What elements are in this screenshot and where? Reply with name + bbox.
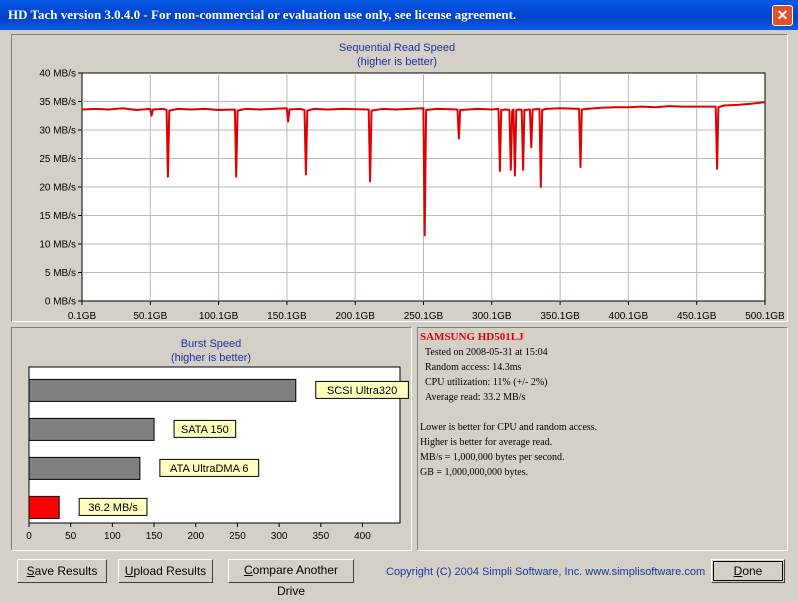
seq-x-tick-label: 200.1GB — [335, 311, 375, 322]
seq-read-series-line — [81, 101, 766, 237]
seq-x-tick-label: 50.1GB — [133, 311, 167, 322]
save-mnemonic: S — [26, 563, 35, 578]
compare-label: ompare Another Drive — [252, 563, 339, 598]
done-mnemonic: D — [733, 563, 743, 578]
sequential-read-chart: Sequential Read Speed (higher is better) 0… — [39, 42, 785, 322]
average-read: Average read: 33.2 MB/s — [425, 392, 526, 403]
seq-y-tick-label: 0 MB/s — [45, 297, 76, 308]
sequential-read-panel — [11, 34, 788, 322]
seq-y-tick-label: 20 MB/s — [39, 183, 76, 194]
results-panel — [417, 327, 788, 551]
close-button[interactable]: ✕ — [772, 5, 793, 26]
window-title: HD Tach version 3.0.4.0 - For non-commer… — [8, 7, 517, 22]
note-higher: Higher is better for average read. — [420, 437, 553, 448]
title-bar[interactable]: HD Tach version 3.0.4.0 - For non-commer… — [0, 0, 798, 30]
done-label: one — [742, 563, 763, 578]
seq-x-tick-label: 400.1GB — [609, 311, 649, 322]
seq-x-tick-label: 250.1GB — [404, 311, 444, 322]
drive-name: SAMSUNG HD501LJ — [420, 331, 524, 343]
seq-x-tick-label: 300.1GB — [472, 311, 512, 322]
seq-y-tick-label: 15 MB/s — [39, 211, 76, 222]
done-button[interactable]: Done — [711, 559, 785, 583]
note-lower: Lower is better for CPU and random acces… — [420, 422, 598, 433]
seq-x-tick-label: 0.1GB — [68, 311, 97, 322]
seq-chart-title: Sequential Read Speed — [339, 42, 455, 54]
seq-y-tick-label: 35 MB/s — [39, 97, 76, 108]
note-mbs: MB/s = 1,000,000 bytes per second. — [420, 452, 565, 463]
seq-x-tick-label: 500.1GB — [745, 311, 785, 322]
cpu-utilization: CPU utilization: 11% (+/- 2%) — [425, 377, 548, 388]
seq-y-tick-label: 40 MB/s — [39, 69, 76, 80]
seq-x-tick-label: 450.1GB — [677, 311, 717, 322]
compare-mnemonic: C — [243, 563, 253, 577]
seq-x-tick-label: 150.1GB — [267, 311, 307, 322]
seq-y-tick-label: 10 MB/s — [39, 240, 76, 251]
upload-results-button[interactable]: Upload Results — [118, 559, 213, 583]
save-results-button[interactable]: Save Results — [17, 559, 107, 583]
seq-x-tick-label: 100.1GB — [199, 311, 239, 322]
upload-mnemonic: U — [124, 563, 134, 578]
seq-y-tick-label: 5 MB/s — [45, 268, 76, 279]
copyright-text: Copyright (C) 2004 Simpli Software, Inc.… — [386, 566, 706, 578]
seq-y-tick-label: 30 MB/s — [39, 126, 76, 137]
seq-chart-subtitle: (higher is better) — [357, 56, 437, 68]
random-access: Random access: 14.3ms — [425, 362, 522, 373]
save-label: ave Results — [34, 563, 98, 578]
compare-another-drive-button[interactable]: Compare Another Drive — [228, 559, 354, 598]
seq-x-tick-label: 350.1GB — [540, 311, 580, 322]
tested-on: Tested on 2008-05-31 at 15:04 — [425, 347, 548, 358]
upload-label: pload Results — [133, 563, 207, 578]
close-icon: ✕ — [776, 7, 789, 23]
seq-y-tick-label: 25 MB/s — [39, 154, 76, 165]
burst-speed-panel — [11, 327, 412, 551]
note-gb: GB = 1,000,000,000 bytes. — [420, 467, 529, 478]
